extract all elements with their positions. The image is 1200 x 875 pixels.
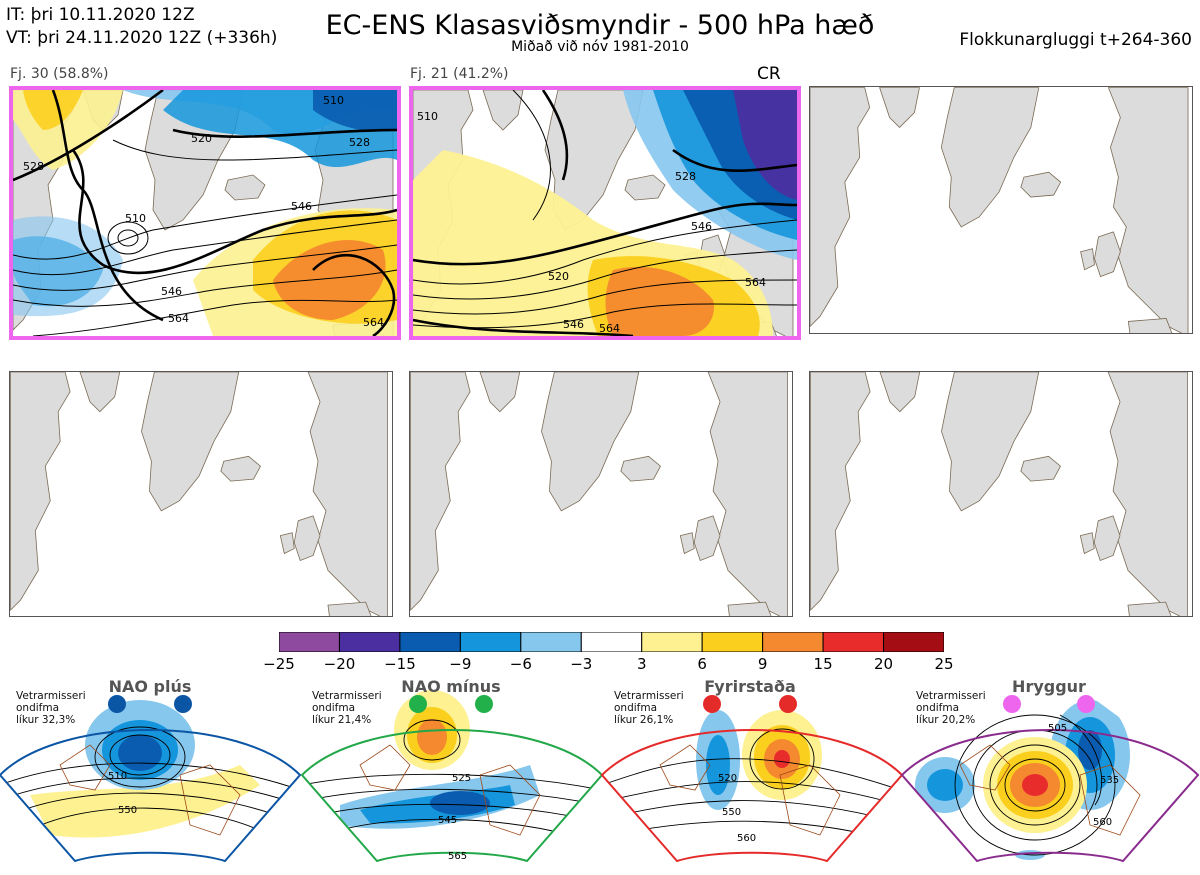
regime-note-nao-plus: Vetrarmisseri ondifma líkur 32,3% [16, 690, 86, 726]
regime-label: 565 [448, 851, 467, 862]
contour-label: 528 [349, 136, 370, 149]
regime-label: 520 [718, 773, 737, 784]
regime-label: 525 [452, 773, 471, 784]
regime-label: 510 [108, 771, 127, 782]
regime-title-nao-plus: NAO plús [108, 677, 192, 696]
colorbar-segment [641, 632, 703, 652]
colorbar-tick-label: −15 [384, 655, 416, 673]
colorbar-segment [459, 632, 522, 652]
colorbar-tick-label: 6 [697, 655, 707, 673]
colorbar-tick-label: 15 [813, 655, 833, 673]
colorbar-segment [822, 632, 885, 652]
contour-label: 520 [191, 132, 212, 145]
cluster-map-2: 510 520 528 546 564 546 564 [409, 86, 801, 340]
anomaly-colorbar [279, 632, 944, 652]
regime-strip: 510 550 525 545 565 [0, 675, 1200, 871]
regime-label: 560 [737, 833, 756, 844]
initial-time: IT: þri 10.11.2020 12Z [6, 5, 195, 25]
empty-map-5 [409, 371, 793, 617]
colorbar-segment [580, 632, 643, 652]
regime-label: 505 [1048, 723, 1067, 734]
colorbar-tick-label: 25 [934, 655, 954, 673]
colorbar-tick-label: −20 [323, 655, 356, 673]
regime-label: 550 [722, 807, 741, 818]
regime-note-blocking: Vetrarmisseri ondifma líkur 26,1% [614, 690, 684, 726]
empty-map-3 [809, 86, 1193, 334]
colorbar-segment [338, 632, 401, 652]
colorbar-segment [883, 632, 944, 652]
page-subtitle: Miðað við nóv 1981-2010 [511, 39, 689, 55]
header-info: IT: þri 10.11.2020 12Z VT: þri 24.11.202… [6, 4, 277, 50]
regime-title-blocking: Fyrirstaða [704, 677, 796, 696]
empty-map-6 [809, 371, 1193, 617]
contour-label: 546 [291, 200, 312, 213]
colorbar-segment [701, 632, 764, 652]
panel-2-marker: CR [757, 64, 781, 84]
colorbar-tick-label: −6 [509, 655, 532, 673]
valid-time: VT: þri 24.11.2020 12Z (+336h) [6, 28, 278, 48]
colorbar-tick-label: 9 [757, 655, 768, 673]
cluster-map-1: 510 520 528 546 546 564 528 510 564 [9, 86, 401, 340]
regime-label: 535 [1100, 775, 1119, 786]
contour-label: 564 [599, 322, 620, 335]
colorbar-segment [399, 632, 461, 652]
contour-label: 510 [417, 110, 438, 123]
regime-label: 560 [1093, 817, 1112, 828]
contour-label: 510 [125, 212, 146, 225]
regime-note-nao-minus: Vetrarmisseri ondifma líkur 21,4% [312, 690, 382, 726]
panel-2-label: Fj. 21 (41.2%) [410, 66, 509, 82]
colorbar-segment [762, 632, 824, 652]
empty-map-4 [9, 371, 393, 617]
contour-label: 564 [745, 276, 766, 289]
colorbar-tick-label: 20 [873, 655, 894, 673]
contour-label: 528 [23, 160, 44, 173]
regime-title-nao-minus: NAO mínus [401, 677, 501, 696]
regime-label: 550 [118, 805, 137, 816]
contour-label: 546 [161, 285, 182, 298]
colorbar-tick-label: −25 [263, 655, 295, 673]
contour-label: 564 [168, 312, 189, 325]
colorbar-segment [520, 632, 582, 652]
contour-label: 564 [363, 316, 384, 329]
panel-1-label: Fj. 30 (58.8%) [10, 66, 109, 82]
contour-label: 546 [563, 318, 584, 331]
contour-label: 528 [675, 170, 696, 183]
colorbar-tick-label: −9 [449, 655, 472, 673]
colorbar-segment [279, 632, 340, 652]
regime-title-ridge: Hryggur [1012, 677, 1086, 696]
contour-label: 546 [691, 220, 712, 233]
colorbar-tick-label: −3 [570, 655, 593, 673]
colorbar-tick-label: 3 [636, 655, 647, 673]
page-title: EC-ENS Klasasviðsmyndir - 500 hPa hæð [325, 10, 875, 41]
contour-label: 510 [323, 94, 344, 107]
regime-label: 545 [438, 815, 457, 826]
contour-label: 520 [548, 270, 569, 283]
classification-window: Flokkunargluggi t+264-360 [959, 30, 1192, 50]
regime-note-ridge: Vetrarmisseri ondifma líkur 20,2% [916, 690, 986, 726]
